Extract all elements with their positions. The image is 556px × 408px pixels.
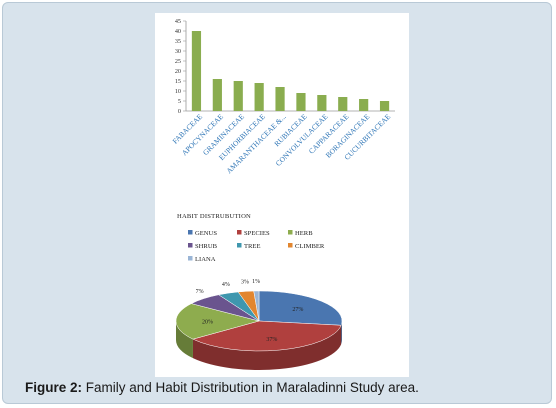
bar <box>338 97 348 111</box>
pie-data-label: 1% <box>252 279 260 285</box>
bar <box>233 81 243 111</box>
figure-frame: 0 5 10 15 20 25 30 35 40 45 FABACEAE APOCYNACEAE GRA… <box>2 2 552 404</box>
habit-pie-chart: HABIT DISTRUBUTION GENUS SPECIES HERB SHRUB T… <box>175 213 343 371</box>
pie-slice-side <box>341 321 342 345</box>
figure-panel: 0 5 10 15 20 25 30 35 40 45 FABACEAE APOCYNACEAE GRA… <box>155 13 409 377</box>
y-tick-label: 0 <box>178 108 181 115</box>
legend-swatch <box>288 243 293 248</box>
legend-swatch <box>188 256 193 261</box>
pie-slice-side <box>176 321 193 359</box>
legend-label: CLIMBER <box>295 243 325 250</box>
bar <box>212 79 222 111</box>
bar <box>379 101 390 111</box>
pie-slice-side <box>192 325 342 371</box>
legend-swatch <box>237 230 242 235</box>
y-tick-label: 20 <box>175 68 181 75</box>
bar <box>359 99 369 111</box>
bar <box>254 83 264 111</box>
y-tick-label: 35 <box>175 38 181 45</box>
pie-data-label: 7% <box>196 289 204 295</box>
pie-slice <box>175 303 260 340</box>
pie-sides <box>176 321 342 371</box>
pie-data-label: 3% <box>241 280 249 286</box>
legend-label: GENUS <box>195 230 217 237</box>
figure-caption: Figure 2: Family and Habit Distribution … <box>25 380 545 395</box>
legend-label: LIANA <box>195 256 216 263</box>
pie-slice <box>192 320 342 352</box>
y-tick-label: 30 <box>175 48 181 55</box>
bar <box>191 31 202 111</box>
legend-label: TREE <box>244 243 260 250</box>
pie-data-label: 4% <box>222 282 230 288</box>
pie-data-label: 20% <box>202 319 213 325</box>
pie-data-label: 27% <box>292 307 303 313</box>
y-tick-label: 40 <box>175 28 181 35</box>
pie-slice <box>258 290 343 326</box>
caption-text: Family and Habit Distribution in Maralad… <box>82 380 419 395</box>
bar <box>317 95 327 111</box>
y-tick-label: 45 <box>175 18 181 25</box>
legend-swatch <box>237 243 242 248</box>
legend-swatch <box>188 230 193 235</box>
pie-top <box>175 290 343 352</box>
pie-slice <box>253 290 260 322</box>
legend-swatch <box>288 230 293 235</box>
legend-label: HERB <box>295 230 313 237</box>
pie-title: HABIT DISTRUBUTION <box>177 213 251 220</box>
legend-label: SHRUB <box>195 243 218 250</box>
bar <box>296 93 306 111</box>
caption-label: Figure 2: <box>25 380 83 395</box>
legend-label: SPECIES <box>244 230 270 237</box>
bar <box>275 87 285 111</box>
legend-swatch <box>188 243 193 248</box>
y-tick-label: 5 <box>178 98 181 105</box>
pie-data-label: 37% <box>266 337 277 343</box>
y-tick-label: 25 <box>175 58 181 65</box>
y-tick-label: 15 <box>175 78 181 85</box>
family-bar-chart: 051015202530354045FABACEAEAPOCYNACEAEGRA… <box>171 18 395 175</box>
y-tick-label: 10 <box>175 88 181 95</box>
